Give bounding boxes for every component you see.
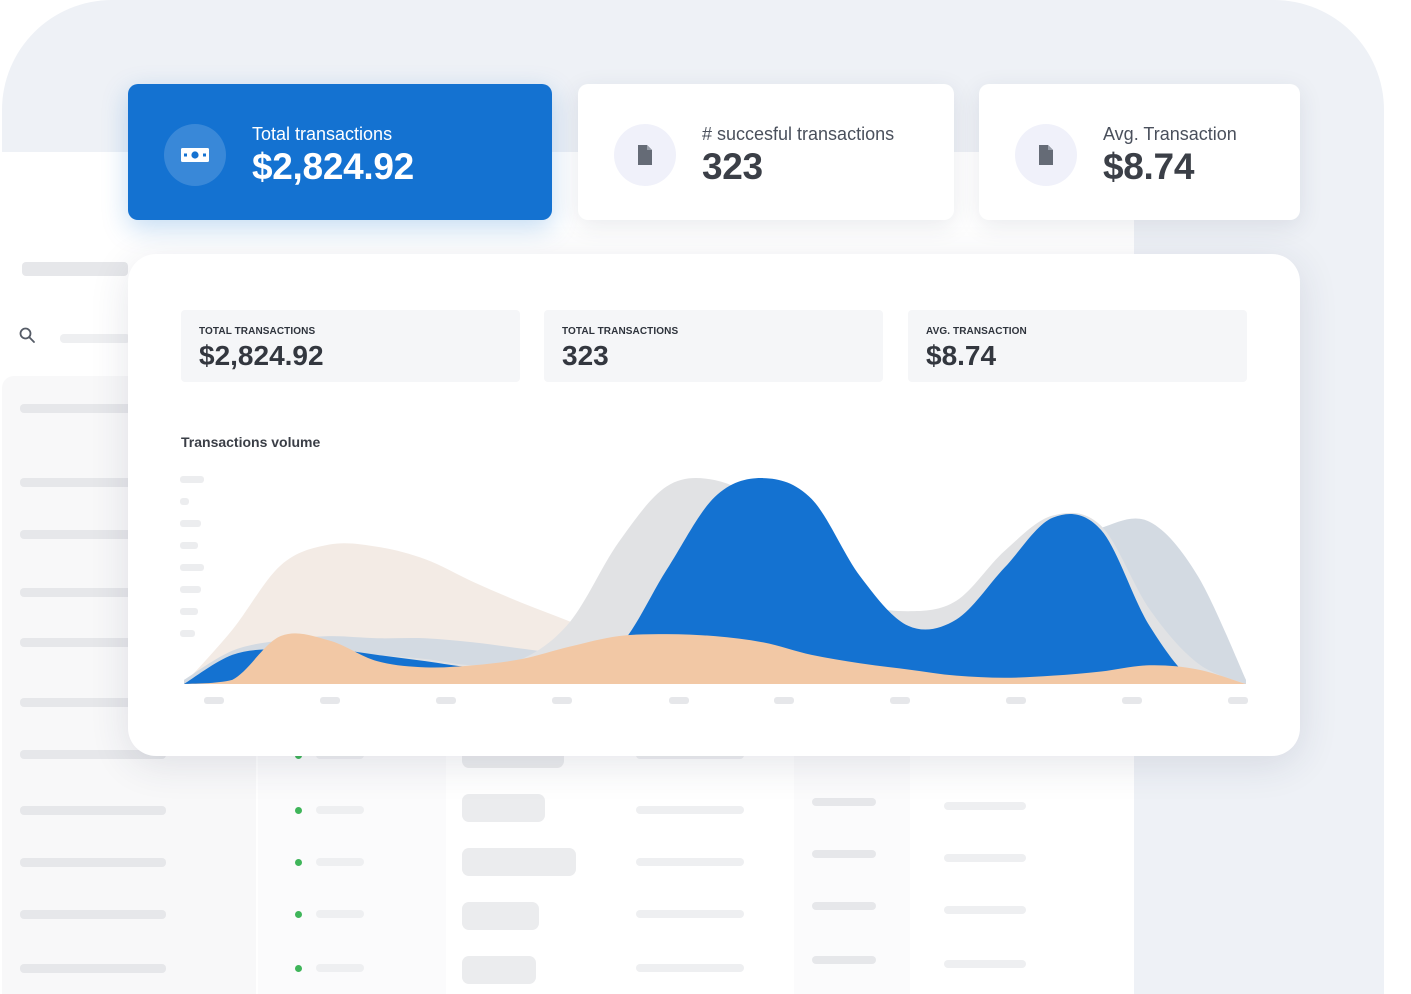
x-tick-label bbox=[774, 697, 794, 704]
status-dot bbox=[295, 859, 302, 866]
y-tick-label bbox=[180, 476, 204, 483]
table-cell bbox=[636, 910, 744, 918]
sidebar-item[interactable] bbox=[20, 964, 166, 973]
table-cell bbox=[812, 956, 876, 964]
summary-value: 323 bbox=[562, 340, 609, 371]
stat-label: Total transactions bbox=[252, 124, 393, 144]
table-cell bbox=[636, 858, 744, 866]
y-tick-label bbox=[180, 630, 195, 637]
stat-value: $8.74 bbox=[1103, 146, 1195, 187]
table-cell bbox=[944, 854, 1026, 862]
sidebar-item[interactable] bbox=[20, 698, 166, 707]
sidebar-item[interactable] bbox=[20, 530, 166, 539]
chart-title: Transactions volume bbox=[181, 434, 321, 450]
sidebar-item[interactable] bbox=[20, 478, 166, 487]
status-pill bbox=[462, 848, 576, 876]
banknote-icon bbox=[164, 124, 226, 186]
summary-label: TOTAL TRANSACTIONS bbox=[199, 326, 316, 337]
summary-card-average[interactable]: AVG. TRANSACTION $8.74 bbox=[908, 310, 1247, 382]
table-cell bbox=[316, 858, 364, 866]
stat-value: 323 bbox=[702, 146, 763, 187]
search-placeholder bbox=[60, 334, 130, 343]
table-cell bbox=[316, 806, 364, 814]
stat-label: # succesful transactions bbox=[702, 124, 895, 144]
x-tick-label bbox=[669, 697, 689, 704]
summary-value: $2,824.92 bbox=[199, 340, 324, 371]
area-chart bbox=[180, 476, 1248, 704]
x-tick-label bbox=[1122, 697, 1142, 704]
sidebar-item[interactable] bbox=[20, 910, 166, 919]
x-tick-label bbox=[1228, 697, 1248, 704]
table-cell bbox=[944, 960, 1026, 968]
table-cell bbox=[944, 802, 1026, 810]
sidebar-item[interactable] bbox=[20, 404, 166, 413]
x-tick-label bbox=[552, 697, 572, 704]
summary-card-count[interactable]: TOTAL TRANSACTIONS 323 bbox=[544, 310, 883, 382]
y-tick-label bbox=[180, 564, 204, 571]
y-tick-label bbox=[180, 520, 201, 527]
table-cell bbox=[812, 798, 876, 806]
chart-series-area-4[interactable] bbox=[184, 633, 1246, 684]
summary-label: TOTAL TRANSACTIONS bbox=[562, 326, 679, 337]
sidebar-item[interactable] bbox=[20, 588, 166, 597]
table-cell bbox=[944, 906, 1026, 914]
table-cell bbox=[636, 806, 744, 814]
stat-label: Avg. Transaction bbox=[1103, 124, 1237, 144]
chart-panel: TOTAL TRANSACTIONS $2,824.92 TOTAL TRANS… bbox=[128, 254, 1300, 756]
document-icon bbox=[1015, 124, 1077, 186]
summary-label: AVG. TRANSACTION bbox=[926, 326, 1027, 337]
stat-card-successful-transactions[interactable]: # succesful transactions 323 bbox=[578, 84, 954, 220]
table-cell bbox=[812, 850, 876, 858]
chart-series-area-3[interactable] bbox=[184, 478, 1246, 684]
summary-value: $8.74 bbox=[926, 340, 997, 371]
status-dot bbox=[295, 807, 302, 814]
status-pill bbox=[462, 956, 536, 984]
status-dot bbox=[295, 911, 302, 918]
summary-card-total[interactable]: TOTAL TRANSACTIONS $2,824.92 bbox=[181, 310, 520, 382]
sidebar-item[interactable] bbox=[20, 806, 166, 815]
x-tick-label bbox=[204, 697, 224, 704]
stat-value: $2,824.92 bbox=[252, 146, 414, 187]
table-cell bbox=[812, 902, 876, 910]
y-tick-label bbox=[180, 608, 198, 615]
table-cell bbox=[636, 964, 744, 972]
document-icon bbox=[614, 124, 676, 186]
table-cell bbox=[316, 910, 364, 918]
y-tick-label bbox=[180, 586, 201, 593]
table-cell bbox=[316, 964, 364, 972]
x-tick-label bbox=[1006, 697, 1026, 704]
search-icon[interactable] bbox=[18, 326, 36, 344]
sidebar-item[interactable] bbox=[20, 858, 166, 867]
status-dot bbox=[295, 965, 302, 972]
placeholder-heading bbox=[22, 262, 128, 276]
sidebar-item[interactable] bbox=[20, 750, 166, 759]
x-tick-label bbox=[320, 697, 340, 704]
y-tick-label bbox=[180, 542, 198, 549]
sidebar-item[interactable] bbox=[20, 638, 166, 647]
stat-card-avg-transaction[interactable]: Avg. Transaction $8.74 bbox=[979, 84, 1300, 220]
stat-card-total-transactions[interactable]: Total transactions $2,824.92 bbox=[128, 84, 552, 220]
x-tick-label bbox=[436, 697, 456, 704]
status-pill bbox=[462, 902, 539, 930]
y-tick-label bbox=[180, 498, 189, 505]
x-tick-label bbox=[890, 697, 910, 704]
status-pill bbox=[462, 794, 545, 822]
